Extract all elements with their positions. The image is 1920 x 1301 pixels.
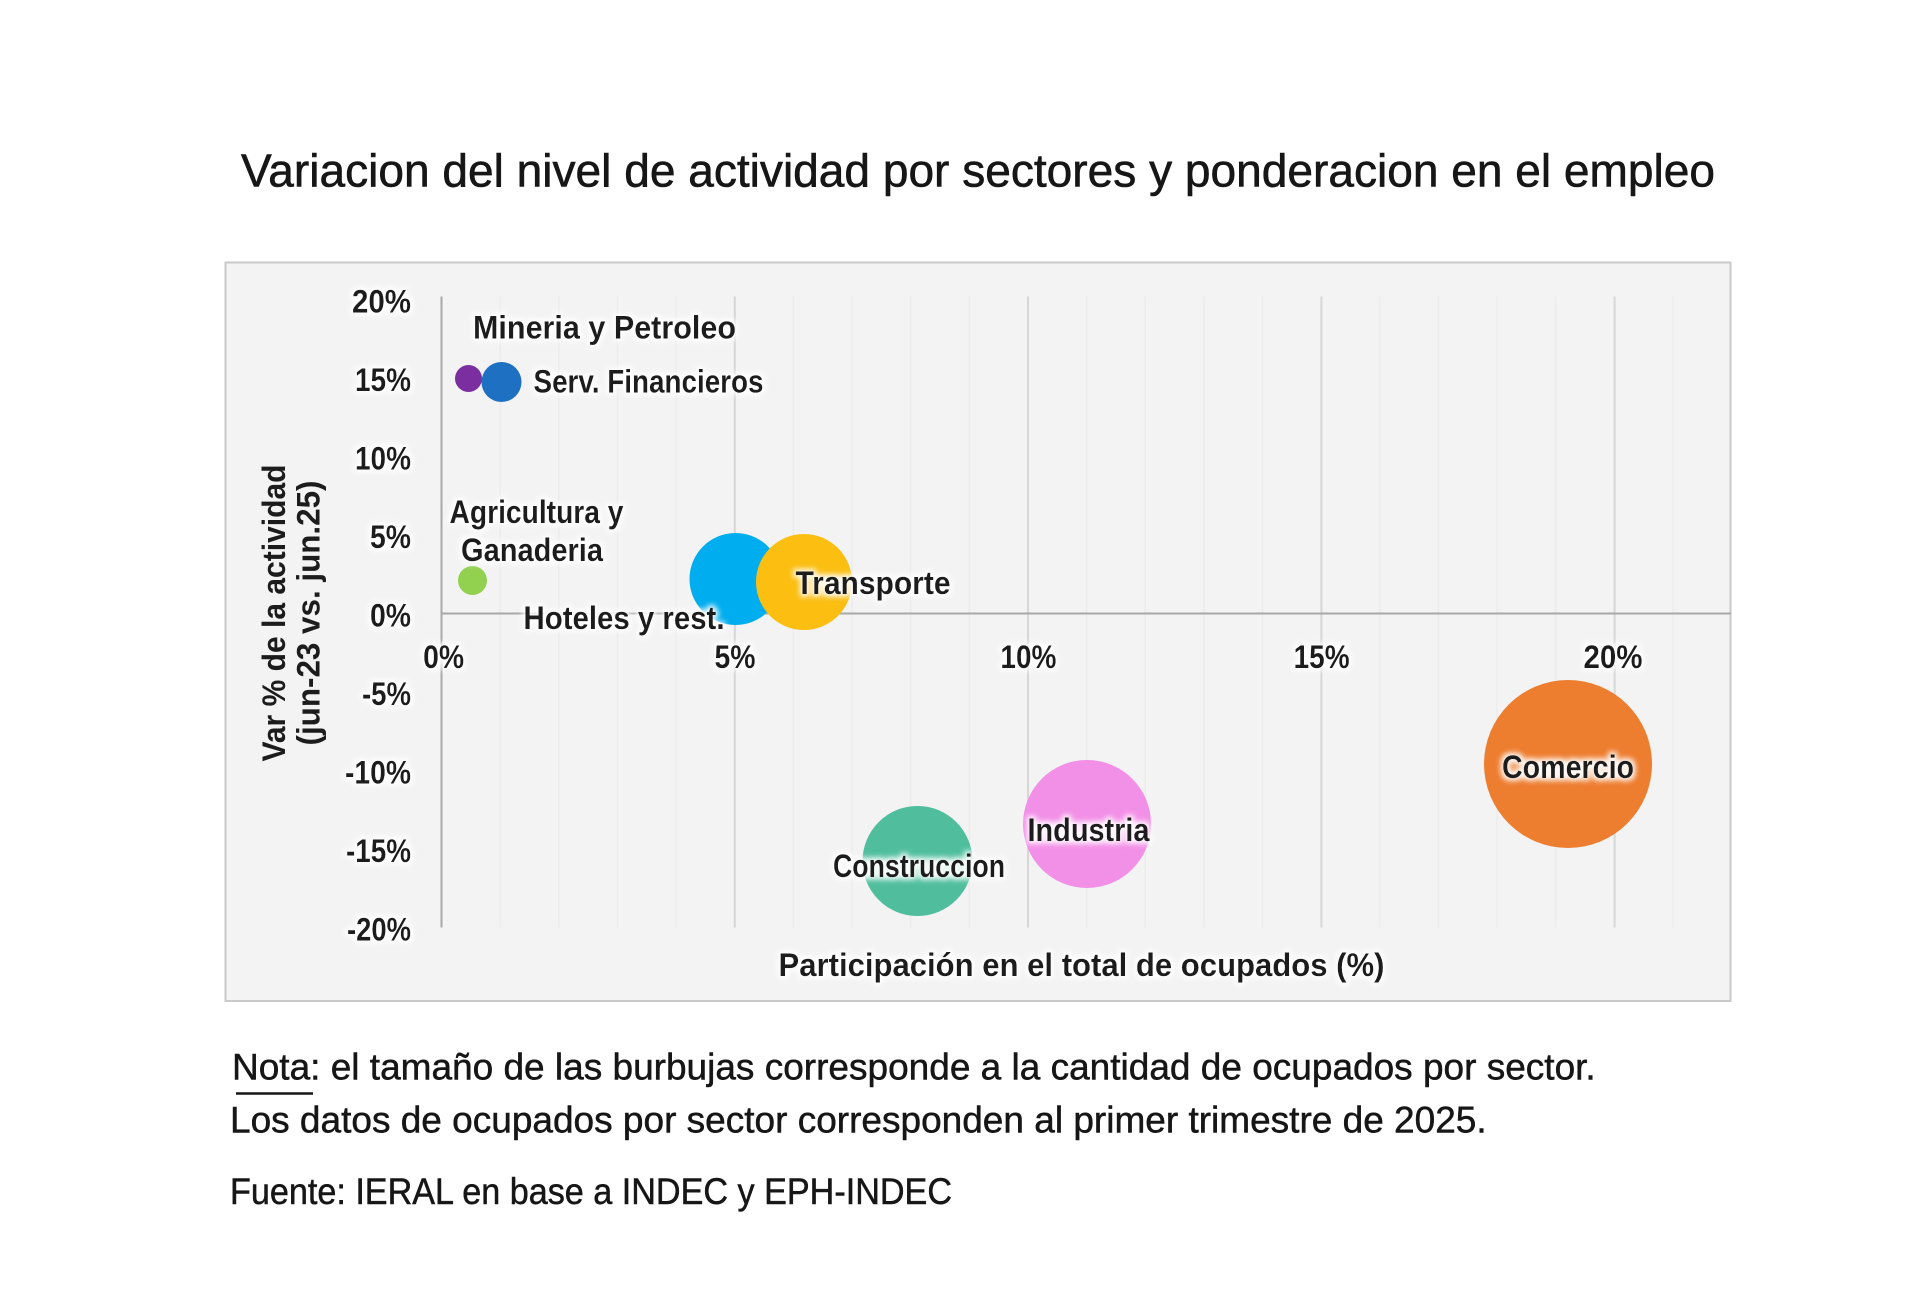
svg-text:Comercio: Comercio: [1502, 749, 1634, 785]
svg-text:Var % de la actividad: Var % de la actividad: [256, 465, 292, 762]
svg-text:Ganaderia: Ganaderia: [461, 532, 603, 568]
svg-text:Participación en el total de o: Participación en el total de ocupados (%…: [779, 947, 1385, 983]
svg-text:Hoteles y rest.: Hoteles y rest.: [524, 600, 725, 636]
svg-text:(jun-23 vs. jun.25): (jun-23 vs. jun.25): [291, 481, 327, 746]
svg-text:Nota: el tamaño de las burbuja: Nota: el tamaño de las burbujas correspo…: [232, 1046, 1596, 1087]
svg-text:0%: 0%: [370, 597, 411, 633]
svg-text:Fuente: IERAL en base a INDEC: Fuente: IERAL en base a INDEC y EPH-INDE…: [230, 1171, 952, 1212]
svg-text:10%: 10%: [1000, 639, 1056, 675]
svg-text:Los datos de ocupados por sect: Los datos de ocupados por sector corresp…: [230, 1100, 1487, 1141]
svg-text:Industria: Industria: [1028, 812, 1150, 848]
svg-text:5%: 5%: [715, 639, 756, 675]
svg-text:-15%: -15%: [346, 833, 411, 869]
svg-text:Mineria y Petroleo: Mineria y Petroleo: [473, 310, 736, 346]
svg-text:Construccion: Construccion: [833, 848, 1005, 884]
svg-text:-20%: -20%: [347, 911, 411, 947]
svg-text:Agricultura y: Agricultura y: [450, 494, 624, 530]
svg-text:-5%: -5%: [362, 676, 411, 712]
svg-text:15%: 15%: [1294, 639, 1350, 675]
svg-text:-10%: -10%: [345, 754, 411, 790]
svg-text:10%: 10%: [355, 440, 411, 476]
svg-text:15%: 15%: [355, 362, 411, 398]
svg-text:20%: 20%: [352, 283, 411, 319]
svg-text:0%: 0%: [423, 639, 464, 675]
svg-text:Variacion del nivel de activid: Variacion del nivel de actividad por sec…: [241, 145, 1715, 197]
svg-text:20%: 20%: [1584, 639, 1643, 675]
svg-text:5%: 5%: [370, 519, 411, 555]
svg-text:Transporte: Transporte: [796, 565, 951, 601]
svg-text:Serv. Financieros: Serv. Financieros: [534, 364, 764, 400]
